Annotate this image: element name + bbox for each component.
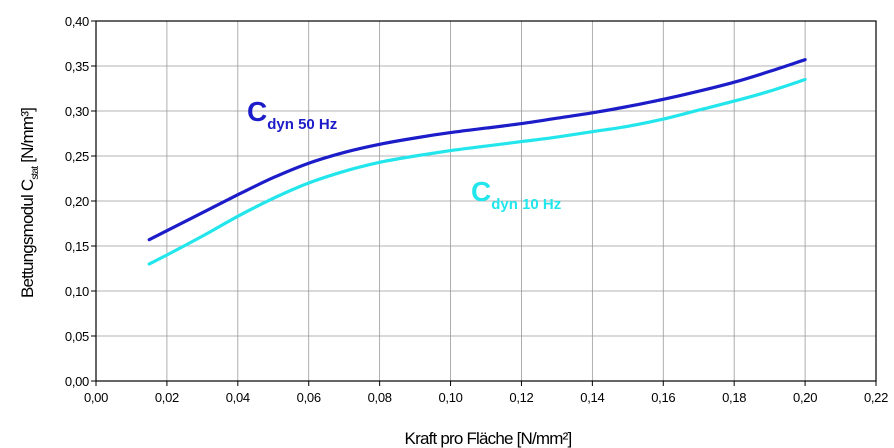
y-tick-label: 0,00: [65, 374, 89, 389]
series-label-10hz-main: C: [471, 176, 491, 207]
y-axis-title-main: Bettungsmodul C: [18, 179, 37, 298]
x-tick-label: 0,12: [509, 390, 533, 405]
x-tick-label: 0,02: [155, 390, 179, 405]
y-axis-title: Bettungsmodul Cstat [N/mm³]: [18, 108, 41, 298]
y-tick-label: 0,25: [65, 149, 89, 164]
y-tick-label: 0,40: [65, 14, 89, 29]
series-label-50hz: Cdyn 50 Hz: [247, 96, 337, 133]
y-axis-title-subscript: stat: [30, 166, 41, 180]
y-tick-labels: 0,00 0,05 0,10 0,15 0,20 0,25 0,30 0,35 0,40: [65, 14, 89, 389]
series-label-50hz-sub: dyn 50 Hz: [267, 116, 337, 133]
series-label-10hz-sub: dyn 10 Hz: [491, 196, 561, 213]
x-tick-label: 0,04: [226, 390, 250, 405]
y-tick-label: 0,10: [65, 284, 89, 299]
y-tick-label: 0,30: [65, 104, 89, 119]
x-tick-label: 0,00: [84, 390, 108, 405]
series-line-1: [147, 77, 807, 266]
x-axis-title: Kraft pro Fläche [N/mm²]: [405, 429, 572, 448]
x-tick-label: 0,06: [297, 390, 321, 405]
y-tick-label: 0,05: [65, 329, 89, 344]
series-label-10hz: Cdyn 10 Hz: [471, 176, 561, 213]
y-tick-label: 0,20: [65, 194, 89, 209]
grid: [91, 20, 877, 386]
series-line-0: [147, 58, 807, 242]
y-tick-label: 0,35: [65, 59, 89, 74]
x-tick-label: 0,20: [793, 390, 817, 405]
x-tick-label: 0,16: [651, 390, 675, 405]
x-tick-label: 0,18: [722, 390, 746, 405]
series-label-50hz-main: C: [247, 96, 267, 127]
series-lines: [147, 58, 807, 266]
y-axis-title-unit: [N/mm³]: [18, 108, 37, 167]
x-tick-labels: 0,00 0,02 0,04 0,06 0,08 0,10 0,12 0,14 0,16 0,18…: [84, 390, 888, 405]
x-tick-label: 0,22: [864, 390, 888, 405]
x-tick-label: 0,10: [438, 390, 462, 405]
x-tick-label: 0,14: [580, 390, 604, 405]
plot-frame: [95, 20, 877, 382]
y-tick-label: 0,15: [65, 239, 89, 254]
x-tick-label: 0,08: [368, 390, 392, 405]
